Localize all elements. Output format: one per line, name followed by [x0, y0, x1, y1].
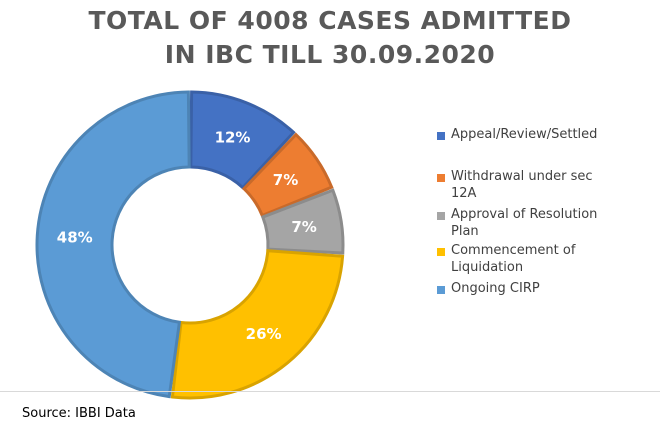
legend-label-2: Withdrawal under sec 12A [451, 169, 593, 201]
legend-swatch-2 [437, 174, 445, 182]
chart-title: TOTAL OF 4008 CASES ADMITTED IN IBC TILL… [0, 4, 660, 72]
donut-slice-5 [35, 90, 191, 399]
donut-slice-4 [170, 249, 345, 400]
legend-label-4: Commencement of Liquidation [451, 243, 576, 275]
legend-swatch-4 [437, 248, 445, 256]
legend-label-1: Appeal/Review/Settled [451, 127, 598, 142]
legend-item-2: Withdrawal under sec 12A [437, 168, 593, 202]
chart-title-line-1: TOTAL OF 4008 CASES ADMITTED [88, 6, 572, 35]
donut-slice-3 [260, 188, 345, 255]
chart-title-line-2: IN IBC TILL 30.09.2020 [164, 40, 496, 69]
source-note: Source: IBBI Data [22, 406, 136, 421]
legend-item-4: Commencement of Liquidation [437, 242, 575, 276]
legend-swatch-3 [437, 212, 445, 220]
donut-slice-2 [241, 132, 334, 218]
slice-data-label-3: 7% [291, 218, 316, 236]
slice-data-label-4: 26% [246, 325, 282, 343]
legend-swatch-5 [437, 286, 445, 294]
legend-swatch-1 [437, 132, 445, 140]
legend-label-5: Ongoing CIRP [451, 281, 540, 296]
slice-data-label-5: 48% [57, 229, 93, 247]
donut-slice-1 [189, 90, 296, 190]
legend-item-5: Ongoing CIRP [437, 280, 540, 297]
legend-label-3: Approval of Resolution Plan [451, 207, 598, 239]
source-divider [0, 391, 660, 392]
legend-item-1: Appeal/Review/Settled [437, 126, 597, 143]
slice-data-label-2: 7% [273, 171, 298, 189]
legend-item-3: Approval of Resolution Plan [437, 206, 597, 240]
slice-data-label-1: 12% [215, 129, 251, 147]
